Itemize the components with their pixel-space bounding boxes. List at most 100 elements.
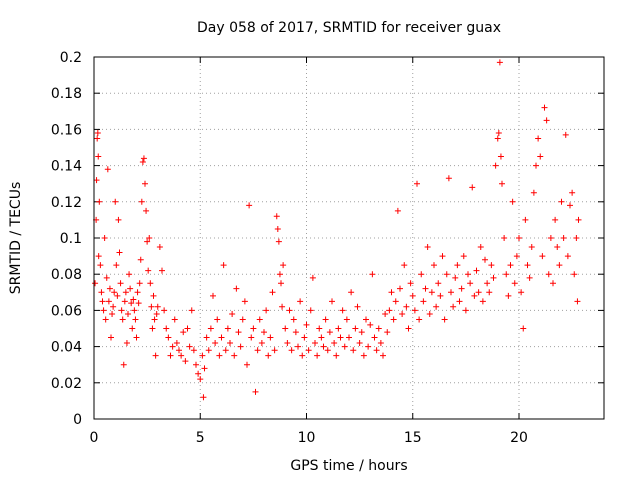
data-point	[380, 352, 386, 359]
data-point	[288, 347, 295, 354]
data-point	[100, 307, 107, 314]
x-tick-label: 5	[196, 430, 205, 446]
data-point	[276, 271, 283, 278]
data-point	[122, 289, 129, 296]
data-point	[97, 262, 104, 269]
data-point	[507, 262, 514, 269]
data-point	[552, 216, 559, 223]
data-point	[271, 347, 278, 354]
data-point	[520, 325, 527, 332]
data-point	[497, 153, 504, 160]
data-point	[382, 311, 389, 318]
data-point	[407, 280, 414, 287]
data-point	[136, 280, 143, 287]
y-axis-title: SRMTID / TECUs	[8, 182, 24, 295]
data-point	[473, 267, 480, 274]
data-point	[547, 235, 554, 241]
data-point	[394, 207, 401, 214]
data-point	[214, 316, 221, 323]
data-point	[144, 238, 151, 245]
data-point	[490, 274, 497, 281]
data-point	[203, 334, 210, 341]
data-point	[140, 155, 147, 162]
data-point	[150, 292, 157, 299]
data-point	[182, 358, 189, 365]
data-point	[495, 130, 502, 137]
data-point	[233, 285, 240, 292]
data-point	[265, 352, 272, 359]
data-point	[121, 298, 128, 305]
data-point	[95, 253, 102, 260]
data-point	[303, 321, 310, 328]
data-point	[159, 267, 165, 274]
data-point	[148, 303, 155, 310]
data-point	[405, 325, 412, 332]
data-point	[195, 370, 202, 377]
data-point	[367, 321, 374, 328]
data-point	[428, 289, 435, 296]
data-point	[149, 325, 156, 332]
data-point	[156, 244, 163, 251]
data-point	[337, 334, 344, 341]
data-point	[443, 271, 450, 278]
data-point	[151, 316, 158, 323]
data-point	[550, 280, 556, 287]
data-point	[452, 274, 459, 281]
data-point	[511, 280, 518, 287]
data-point	[193, 361, 199, 368]
data-point	[509, 198, 516, 205]
data-point	[282, 325, 289, 332]
data-point	[138, 198, 145, 205]
data-point	[273, 213, 280, 220]
data-point	[450, 303, 457, 310]
data-point	[104, 166, 111, 173]
data-point	[186, 343, 193, 350]
data-point	[263, 307, 270, 314]
data-point	[528, 244, 535, 251]
data-point	[216, 352, 223, 359]
data-point	[475, 289, 482, 296]
data-point	[392, 298, 399, 305]
data-point	[133, 334, 140, 341]
data-point	[207, 325, 214, 332]
data-point	[254, 347, 261, 354]
x-tick-label: 0	[90, 430, 99, 446]
data-point	[96, 198, 103, 205]
data-point	[94, 130, 101, 137]
data-point	[108, 334, 114, 341]
data-point	[448, 289, 454, 296]
data-point	[437, 292, 444, 299]
data-point	[237, 343, 244, 350]
data-point	[98, 289, 105, 296]
data-point	[433, 303, 440, 310]
data-point	[126, 271, 133, 278]
data-point	[329, 298, 335, 305]
data-point	[401, 262, 408, 269]
data-point	[229, 311, 236, 318]
data-point	[231, 352, 238, 359]
data-point	[526, 274, 533, 281]
data-point	[403, 303, 410, 310]
data-point	[343, 316, 350, 323]
data-point	[244, 361, 250, 368]
data-point	[541, 104, 548, 111]
data-point	[326, 329, 333, 336]
data-point	[220, 262, 227, 269]
data-point	[558, 198, 565, 205]
data-point	[117, 280, 124, 287]
data-point	[123, 339, 130, 346]
data-point	[411, 307, 418, 314]
data-point	[556, 262, 563, 269]
data-point	[426, 311, 433, 318]
data-point	[388, 289, 395, 296]
data-point	[269, 289, 276, 296]
data-point	[99, 298, 106, 305]
y-tick-label: 0	[73, 412, 82, 428]
data-point	[109, 311, 116, 318]
data-point	[173, 339, 180, 346]
data-point	[316, 325, 323, 332]
data-point	[518, 289, 525, 296]
data-point	[222, 347, 229, 354]
data-point	[363, 316, 369, 323]
data-point	[188, 307, 195, 314]
